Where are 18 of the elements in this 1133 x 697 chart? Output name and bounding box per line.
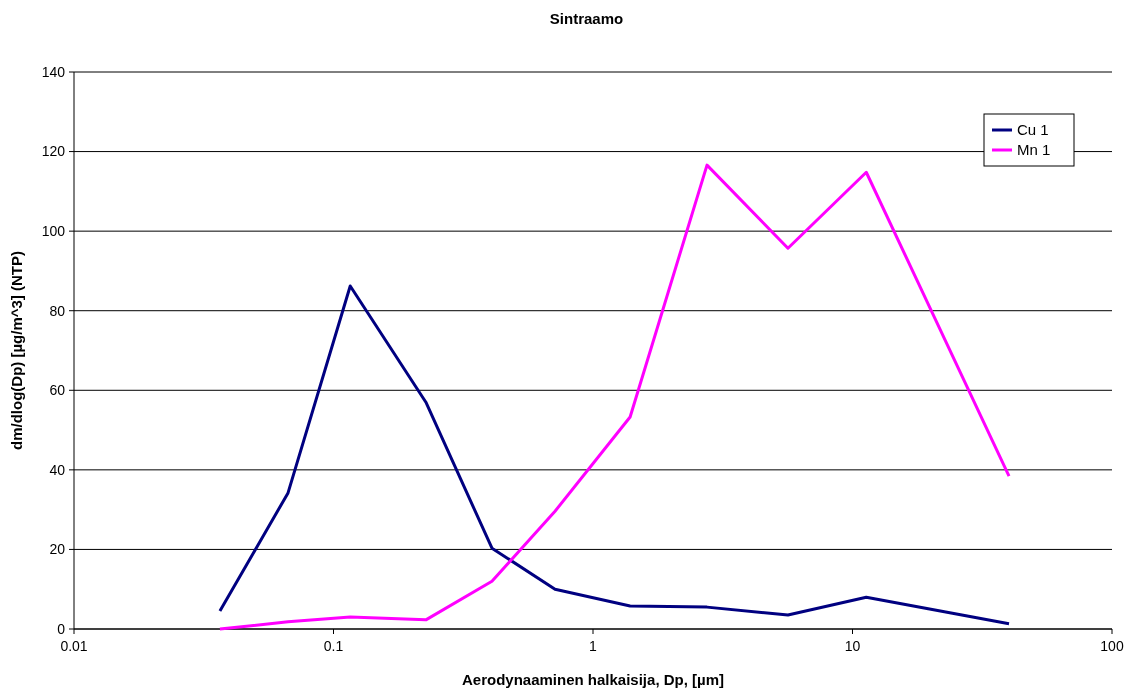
y-tick-label: 60 (49, 382, 66, 399)
y-tick-label: 140 (41, 63, 66, 80)
chart-title: Sintraamo (549, 10, 624, 27)
y-tick-label: 120 (41, 143, 66, 160)
y-axis-title: dm/dlog(Dp) [µg/m^3] (NTP) (8, 250, 25, 451)
legend-label: Mn 1 (1017, 141, 1051, 159)
y-tick-label: 0 (57, 620, 66, 637)
y-tick-label: 100 (41, 223, 66, 240)
y-tick-label: 80 (49, 302, 66, 319)
y-tick-label: 20 (49, 541, 66, 558)
x-axis-title: Aerodynaaminen halkaisija, Dp, [µm] (461, 671, 725, 688)
x-tick-label: 1 (589, 638, 598, 654)
x-tick-label: 0.01 (60, 638, 88, 654)
y-tick-label: 40 (49, 461, 66, 478)
legend-label: Cu 1 (1017, 121, 1049, 139)
x-tick-label: 0.1 (323, 638, 344, 654)
x-tick-label: 100 (1100, 638, 1124, 654)
x-tick-label: 10 (844, 638, 861, 654)
